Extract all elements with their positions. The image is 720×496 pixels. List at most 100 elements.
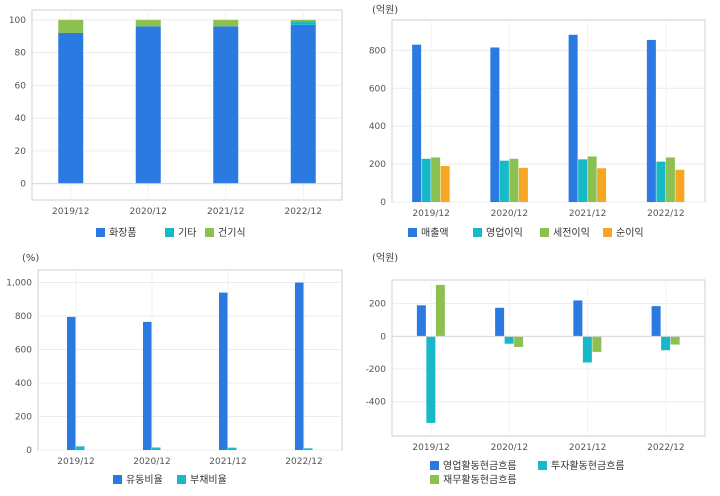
c1-chart: 0 20 40 60 80 100 2019/12 2020/12 2021/12 2022/12…: [9, 9, 343, 239]
bar-화장품: [290, 24, 316, 184]
legend-item: 순이익: [616, 227, 644, 239]
y-tick-label: 200: [369, 160, 386, 170]
x-tick-label: 2022/12: [285, 207, 322, 217]
y-tick-label: 80: [15, 49, 27, 59]
x-tick-label: 2019/12: [412, 443, 449, 453]
x-tick-label: 2021/12: [569, 209, 606, 219]
bar-건기식: [213, 19, 239, 27]
legend-swatch: [177, 475, 186, 484]
bar-화장품: [135, 26, 161, 184]
bar-화장품: [58, 32, 84, 184]
legend: 유동비율 부채비율: [113, 474, 227, 486]
bar-건기식: [135, 19, 161, 27]
bar-건기식: [58, 19, 84, 33]
y-tick-label: 200: [369, 300, 386, 310]
x-tick-label: 2019/12: [412, 209, 449, 219]
legend-item: 부채비율: [190, 474, 227, 486]
legend-swatch: [96, 228, 105, 237]
y-tick-label: 800: [369, 46, 386, 56]
y-tick-label: 0: [380, 198, 386, 208]
legend-item: 재무활동현금흐름: [443, 473, 517, 486]
legend-item: 영업활동현금흐름: [443, 459, 517, 472]
y-tick-label: 0: [380, 332, 386, 342]
legend-item: 기타: [178, 227, 196, 239]
x-tick-label: 2020/12: [130, 207, 167, 217]
bar-투자활동현금흐름: [426, 336, 436, 423]
y-tick-label: 800: [15, 312, 32, 322]
bar-부채비율: [152, 447, 161, 450]
y-tick-label: 1,000: [6, 279, 32, 289]
y-tick-label: 200: [15, 413, 32, 423]
y-tick-label: 400: [15, 379, 32, 389]
bar-순이익: [518, 167, 528, 202]
y-tick-label: 20: [15, 147, 27, 157]
y-tick-label: 600: [15, 346, 32, 356]
legend-swatch: [473, 228, 482, 237]
legend-item: 건기식: [218, 227, 246, 239]
bar-세전이익: [431, 157, 441, 202]
c3-chart: 0 200 400 600 800 1,000 2019/12 2020/12 2021/12 2…: [6, 253, 343, 486]
x-tick-label: 2019/12: [52, 207, 89, 217]
x-tick-label: 2022/12: [647, 443, 684, 453]
legend-item: 유동비율: [126, 474, 163, 486]
y-tick-label: 400: [369, 122, 386, 132]
y-tick-label: 100: [9, 16, 26, 26]
x-tick-label: 2022/12: [285, 457, 322, 467]
bar-재무활동현금흐름: [592, 336, 602, 352]
bar-유동비율: [67, 316, 76, 450]
bar-영업활동현금흐름: [651, 306, 661, 337]
bar-영업이익: [578, 159, 588, 202]
x-tick-label: 2020/12: [133, 457, 170, 467]
legend-swatch: [603, 228, 612, 237]
x-tick-label: 2020/12: [491, 209, 528, 219]
bar-세전이익: [587, 156, 597, 202]
c4-chart: -400 -200 0 200 2019/12 2020/12 2021/12 2022/12…: [366, 252, 706, 486]
y-unit-label: (억원): [372, 252, 398, 264]
y-tick-label: 600: [369, 84, 386, 94]
bar-부채비율: [228, 447, 237, 450]
bar-부채비율: [304, 448, 313, 450]
bar-재무활동현금흐름: [514, 336, 524, 347]
bar-순이익: [440, 165, 450, 202]
legend-item: 매출액: [421, 227, 449, 239]
legend-swatch: [165, 228, 174, 237]
bar-유동비율: [295, 282, 304, 450]
legend-swatch: [205, 228, 214, 237]
bar-영업이익: [421, 158, 431, 202]
legend-swatch: [538, 461, 547, 470]
bar-기타: [290, 21, 316, 25]
bar-투자활동현금흐름: [582, 336, 592, 363]
bar-영업이익: [499, 160, 509, 202]
bar-화장품: [213, 26, 239, 184]
x-tick-label: 2022/12: [647, 209, 684, 219]
y-tick-label: 40: [15, 114, 27, 124]
bar-투자활동현금흐름: [504, 336, 514, 344]
bar-재무활동현금흐름: [670, 336, 680, 345]
bar-투자활동현금흐름: [661, 336, 671, 351]
bar-순이익: [675, 169, 685, 202]
x-tick-label: 2020/12: [491, 443, 528, 453]
y-tick-label: 60: [15, 81, 27, 91]
bar-영업활동현금흐름: [495, 307, 505, 337]
bar-세전이익: [509, 158, 519, 202]
bar-매출액: [568, 34, 578, 202]
legend-item: 투자활동현금흐름: [551, 459, 625, 472]
bar-순이익: [597, 168, 607, 202]
legend: 화장품 기타 건기식: [96, 227, 246, 239]
y-tick-label: 0: [26, 446, 32, 456]
legend-item: 영업이익: [486, 226, 523, 239]
y-tick-label: 0: [20, 180, 26, 190]
bar-매출액: [412, 44, 422, 203]
bar-영업활동현금흐름: [573, 300, 583, 337]
bar-매출액: [646, 39, 656, 202]
bar-건기식: [290, 19, 316, 22]
bar-세전이익: [665, 157, 675, 202]
x-tick-label: 2021/12: [209, 457, 246, 467]
x-tick-label: 2019/12: [57, 457, 94, 467]
y-unit-label: (억원): [372, 4, 398, 16]
bar-매출액: [490, 47, 500, 203]
legend-item: 화장품: [109, 227, 137, 239]
legend-item: 세전이익: [553, 227, 590, 239]
